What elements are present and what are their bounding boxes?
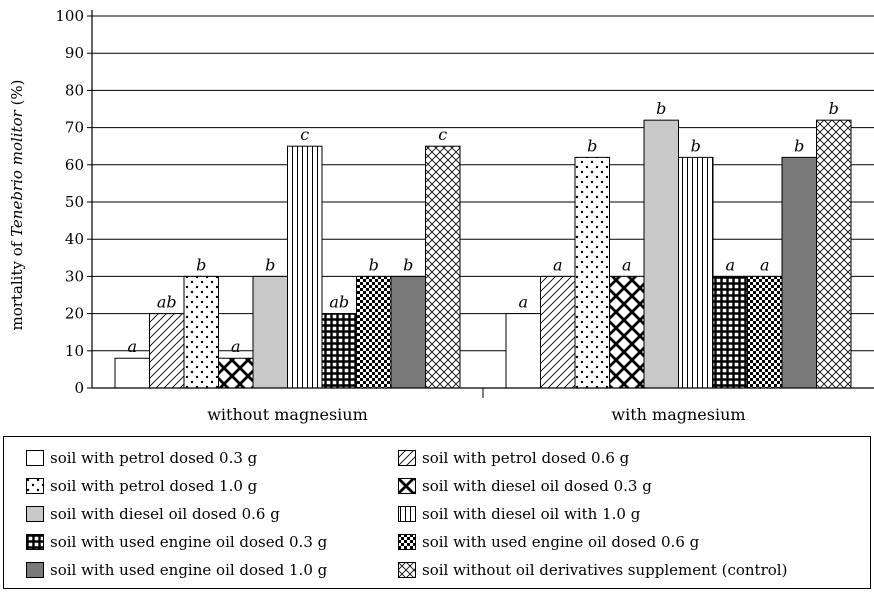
legend-label: soil with petrol dosed 0.3 g <box>50 449 258 467</box>
y-tick-label: 20 <box>65 305 84 323</box>
legend-item: soil with diesel oil with 1.0 g <box>398 505 640 523</box>
legend-label: soil with petrol dosed 0.6 g <box>422 449 630 467</box>
legend-item: soil with petrol dosed 1.0 g <box>26 477 257 495</box>
bar-significance-label: b <box>656 99 666 118</box>
bar-significance-label: ab <box>329 293 349 312</box>
legend-swatch <box>398 534 416 550</box>
bar <box>678 156 714 389</box>
bar <box>390 275 426 389</box>
y-tick-label: 60 <box>65 156 84 174</box>
bar-significance-label: a <box>127 337 137 356</box>
legend-label: soil with diesel oil with 1.0 g <box>422 505 641 523</box>
bar <box>712 275 748 389</box>
legend-item: soil with used engine oil dosed 0.6 g <box>398 533 699 551</box>
bar <box>183 275 219 389</box>
y-tick-label: 80 <box>65 81 84 99</box>
bar-significance-label: c <box>438 125 447 144</box>
bar <box>287 145 323 389</box>
y-tick-label: 0 <box>74 379 84 397</box>
bar-significance-label: a <box>231 337 241 356</box>
bar <box>218 357 254 389</box>
bar <box>747 275 783 389</box>
legend-item: soil with diesel oil dosed 0.6 g <box>26 505 280 523</box>
bar-significance-label: b <box>403 255 413 274</box>
bar-significance-label: a <box>518 293 528 312</box>
y-tick-label: 10 <box>65 342 84 360</box>
group-label: with magnesium <box>611 405 745 424</box>
legend-swatch <box>26 450 44 466</box>
bar <box>781 156 817 389</box>
legend-swatch <box>398 506 416 522</box>
legend-item: soil with petrol dosed 0.3 g <box>26 449 257 467</box>
bar-significance-label: c <box>300 125 309 144</box>
bar-significance-label: b <box>691 136 701 155</box>
bar <box>643 119 679 389</box>
bar-significance-label: b <box>587 136 597 155</box>
y-tick-label: 100 <box>55 7 84 25</box>
legend-swatch <box>398 450 416 466</box>
group-label: without magnesium <box>207 405 368 424</box>
legend-label: soil with used engine oil dosed 0.6 g <box>422 533 700 551</box>
y-tick-label: 90 <box>65 44 84 62</box>
bar-significance-label: a <box>725 255 735 274</box>
y-axis-title: mortality of Tenebrio molitor (%) <box>8 79 26 330</box>
bar-significance-label: b <box>265 255 275 274</box>
bar <box>149 313 185 389</box>
legend-item: soil with diesel oil dosed 0.3 g <box>398 477 652 495</box>
legend-swatch <box>398 478 416 494</box>
legend-item: soil without oil derivatives supplement … <box>398 561 787 579</box>
legend-label: soil with petrol dosed 1.0 g <box>50 477 258 495</box>
y-tick-label: 40 <box>65 230 84 248</box>
legend-swatch <box>26 562 44 578</box>
bar <box>321 313 357 389</box>
y-tick-label: 30 <box>65 267 84 285</box>
y-tick-label: 70 <box>65 119 84 137</box>
legend-label: soil with used engine oil dosed 1.0 g <box>50 561 328 579</box>
bar-significance-label: a <box>622 255 632 274</box>
legend-item: soil with petrol dosed 0.6 g <box>398 449 629 467</box>
bar <box>425 145 461 389</box>
legend-swatch <box>26 534 44 550</box>
y-tick-label: 50 <box>65 193 84 211</box>
legend-label: soil with diesel oil dosed 0.3 g <box>422 477 652 495</box>
bar <box>540 275 576 389</box>
bar <box>114 357 150 389</box>
bar <box>356 275 392 389</box>
legend-swatch <box>26 506 44 522</box>
legend-swatch <box>398 562 416 578</box>
bar <box>816 119 852 389</box>
legend-label: soil without oil derivatives supplement … <box>422 561 788 579</box>
bar <box>574 156 610 389</box>
bar <box>252 275 288 389</box>
bar-significance-label: b <box>794 136 804 155</box>
bar-significance-label: a <box>553 255 563 274</box>
bar-significance-label: a <box>760 255 770 274</box>
bar-significance-label: b <box>369 255 379 274</box>
legend-item: soil with used engine oil dosed 1.0 g <box>26 561 327 579</box>
bar-significance-label: ab <box>157 293 177 312</box>
legend-swatch <box>26 478 44 494</box>
bar <box>505 313 541 389</box>
legend-label: soil with diesel oil dosed 0.6 g <box>50 505 280 523</box>
legend-item: soil with used engine oil dosed 0.3 g <box>26 533 327 551</box>
bar-significance-label: b <box>196 255 206 274</box>
bar-significance-label: b <box>829 99 839 118</box>
bar <box>609 275 645 389</box>
legend-label: soil with used engine oil dosed 0.3 g <box>50 533 328 551</box>
legend: soil with petrol dosed 0.3 g soil with pe… <box>3 436 871 589</box>
